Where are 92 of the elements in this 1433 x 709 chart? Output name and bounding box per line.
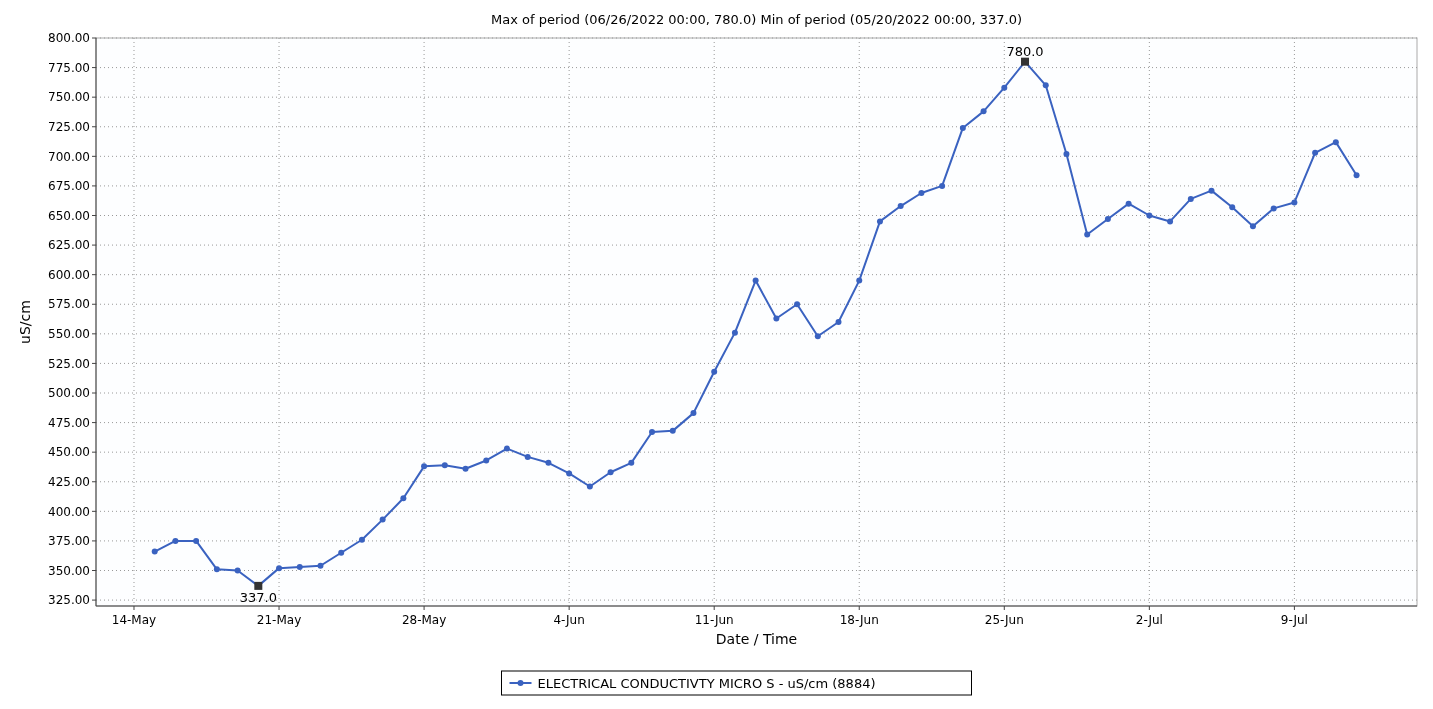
point	[172, 537, 179, 544]
point	[814, 333, 821, 340]
x-tick-label: 21-May	[256, 613, 302, 627]
y-tick-label: 375.00	[48, 534, 90, 549]
y-tick-label: 650.00	[48, 208, 90, 223]
point	[193, 537, 200, 544]
point	[731, 329, 738, 336]
y-tick-label: 400.00	[48, 504, 90, 519]
point	[649, 429, 656, 436]
y-tick-label: 775.00	[48, 60, 90, 75]
x-axis-title: Date / Time	[715, 631, 798, 647]
y-tick-label: 800.00	[48, 31, 90, 46]
point	[1187, 195, 1194, 202]
point	[897, 203, 904, 210]
chart-title: Max of period (06/26/2022 00:00, 780.0) Min of period (05/20/2022 00:00, 337.0)	[490, 12, 1023, 27]
y-tick-label: 500.00	[48, 386, 90, 401]
point	[1249, 223, 1256, 230]
point	[358, 536, 365, 543]
point	[711, 368, 718, 375]
point	[628, 459, 635, 466]
point	[918, 190, 925, 197]
point	[566, 470, 573, 477]
point	[1270, 205, 1277, 212]
x-tick-label: 25-Jun	[984, 613, 1024, 627]
y-tick-label: 550.00	[48, 327, 90, 342]
point	[1291, 199, 1298, 206]
y-tick-label: 625.00	[48, 238, 90, 253]
point	[400, 495, 407, 502]
point	[276, 565, 283, 572]
point	[462, 465, 469, 472]
point	[835, 319, 842, 325]
x-tick-label: 2-Jul	[1135, 613, 1163, 627]
point	[1167, 218, 1174, 225]
point	[483, 457, 490, 464]
point	[317, 562, 324, 569]
point	[856, 277, 863, 284]
point	[1353, 172, 1360, 179]
point	[1042, 82, 1049, 89]
x-tick-label: 9-Jul	[1280, 613, 1308, 627]
point	[1332, 139, 1339, 146]
point	[980, 108, 987, 115]
point	[607, 469, 614, 476]
point	[503, 445, 510, 452]
y-tick-label: 425.00	[48, 474, 90, 489]
y-tick-label: 725.00	[48, 119, 90, 134]
point	[234, 567, 241, 574]
y-tick-label: 575.00	[48, 297, 90, 312]
y-tick-label: 325.00	[48, 593, 90, 608]
point	[213, 566, 220, 573]
y-tick-label: 350.00	[48, 563, 90, 578]
point	[1312, 149, 1319, 156]
point	[1084, 231, 1091, 238]
point	[773, 315, 780, 322]
point	[1001, 84, 1008, 91]
point	[338, 549, 345, 556]
annotation: 780.0	[1006, 43, 1044, 59]
point	[1229, 204, 1236, 211]
x-tick-label: 14-May	[111, 613, 157, 627]
x-tick-label: 18-Jun	[839, 613, 879, 627]
x-tick-label: 4-Jun	[553, 613, 585, 627]
point	[1104, 216, 1111, 223]
y-tick-label: 600.00	[48, 267, 90, 282]
point	[1063, 150, 1070, 157]
point	[1125, 200, 1132, 207]
point	[586, 483, 593, 490]
point	[545, 459, 552, 466]
y-tick-label: 675.00	[48, 179, 90, 194]
point	[959, 124, 966, 131]
y-tick-label: 475.00	[48, 415, 90, 430]
point	[379, 516, 386, 523]
point	[876, 218, 883, 225]
y-tick-label: 700.00	[48, 149, 90, 164]
y-tick-label: 750.00	[48, 90, 90, 105]
y-axis-title: uS/cm	[17, 300, 33, 344]
point	[794, 301, 801, 308]
point	[296, 563, 303, 570]
point	[524, 453, 531, 460]
point	[939, 182, 946, 189]
x-tick-label: 28-May	[401, 613, 447, 627]
y-tick-label: 525.00	[48, 356, 90, 371]
point	[151, 548, 158, 555]
point	[690, 410, 697, 417]
y-tick-label: 450.00	[48, 445, 90, 460]
point	[1146, 212, 1153, 219]
point	[441, 462, 448, 469]
annotation: 337.0	[239, 589, 277, 605]
point	[669, 427, 676, 434]
legend-label: ELECTRICAL CONDUCTIVTY MICRO S - uS/cm (8884)	[537, 675, 876, 691]
x-tick-label: 11-Jun	[694, 613, 734, 627]
point	[421, 463, 428, 470]
point	[1208, 187, 1215, 194]
point	[752, 277, 759, 284]
